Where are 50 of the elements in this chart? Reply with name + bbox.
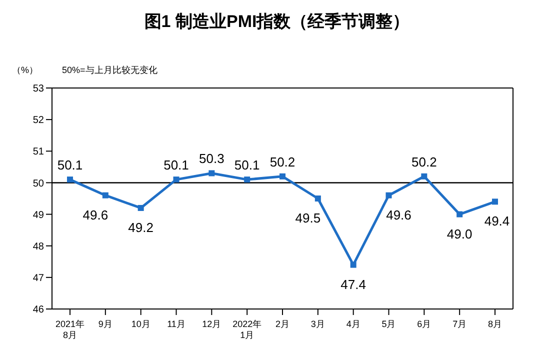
x-tick-label: 3月 <box>310 319 325 329</box>
point <box>421 173 428 180</box>
text: 49.6 <box>82 207 108 222</box>
text: 50%=与上月比较无变化 <box>62 64 158 77</box>
y-tick-label: 46 <box>32 304 44 316</box>
text: 50.2 <box>412 154 437 170</box>
point <box>208 170 215 176</box>
x-tick-label: 2021年 8月 <box>55 319 85 340</box>
point <box>350 262 356 268</box>
text: 49.2 <box>128 220 154 235</box>
x-tick-label: 10月 <box>131 319 150 329</box>
y-tick-label: 50 <box>32 178 44 190</box>
x-tick-label: 2022年 1月 <box>232 319 262 340</box>
x-tick-label: 5月 <box>382 319 396 329</box>
x-tick-label: 8月 <box>488 319 502 329</box>
point <box>67 176 73 183</box>
y-tick-label: 52 <box>32 115 44 126</box>
x-tick-label: 7月 <box>452 319 467 329</box>
point <box>492 198 498 205</box>
y-tick-label: 48 <box>32 241 44 252</box>
text: 50.2 <box>270 154 296 170</box>
text: 47.4 <box>340 276 366 292</box>
text: 50.1 <box>164 158 189 173</box>
point <box>138 204 144 211</box>
point <box>280 173 286 180</box>
text: 49.4 <box>484 214 510 229</box>
text: 50.1 <box>234 158 260 173</box>
text: 49.0 <box>446 226 472 242</box>
x-tick-label: 9月 <box>98 319 112 329</box>
text: 49.5 <box>295 210 321 226</box>
point <box>102 192 108 198</box>
point <box>244 176 250 183</box>
point <box>173 176 180 183</box>
y-tick-label: 53 <box>32 84 44 95</box>
point <box>314 196 321 202</box>
text: 49.6 <box>386 207 412 222</box>
chart-title: 图1 制造业PMI指数（经季节调整） <box>143 11 411 33</box>
x-tick-label: 6月 <box>417 319 432 329</box>
point <box>456 211 463 218</box>
x-tick-label: 4月 <box>346 319 360 329</box>
text: 50.3 <box>199 151 224 166</box>
x-tick-label: 2月 <box>275 319 290 329</box>
x-tick-label: 12月 <box>202 319 222 329</box>
text: 50.1 <box>57 158 83 173</box>
x-tick-label: 11月 <box>167 319 186 329</box>
y-tick-label: 51 <box>32 146 44 158</box>
point <box>386 192 392 198</box>
y-tick-label: 49 <box>32 210 44 221</box>
y-axis-title: （%） <box>12 64 38 77</box>
y-tick-label: 47 <box>32 272 44 284</box>
